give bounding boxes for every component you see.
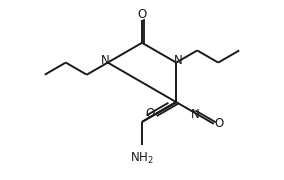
Text: N: N <box>191 108 199 121</box>
Text: O: O <box>145 107 154 120</box>
Text: N: N <box>174 54 183 67</box>
Text: NH$_2$: NH$_2$ <box>130 150 154 166</box>
Text: O: O <box>215 117 224 130</box>
Text: O: O <box>137 8 147 21</box>
Text: N: N <box>101 54 110 67</box>
